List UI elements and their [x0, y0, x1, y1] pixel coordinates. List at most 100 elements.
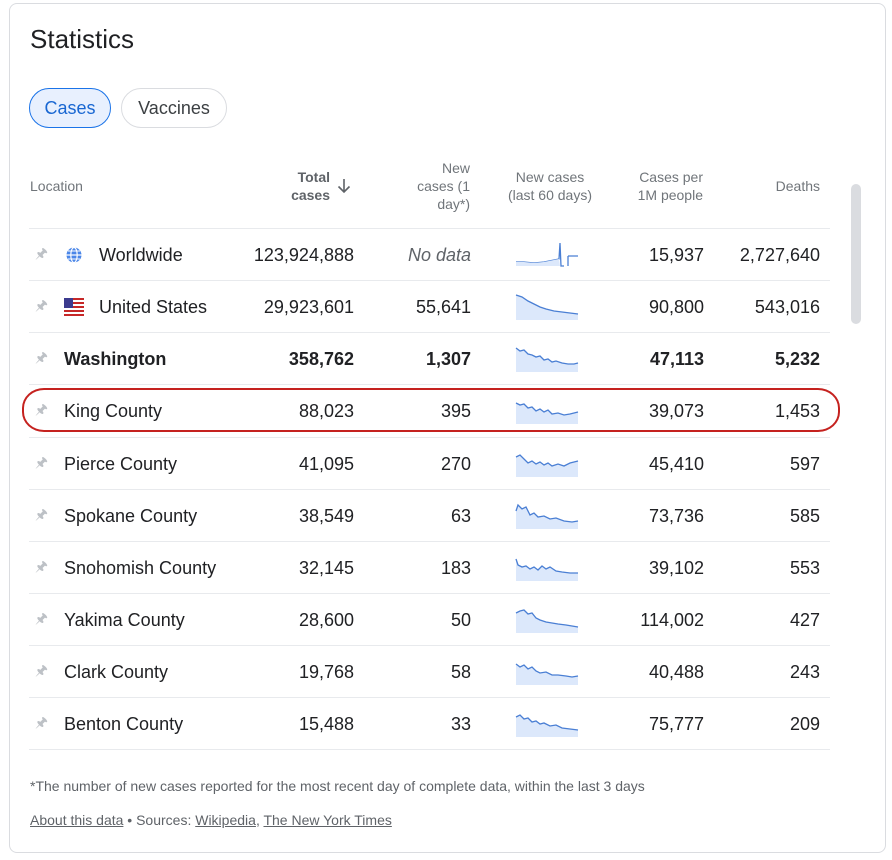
total-cases: 29,923,601 [263, 296, 354, 317]
deaths: 597 [789, 453, 820, 474]
header-total-cases-line2: cases [291, 187, 330, 203]
table-row-benton-county[interactable]: 🖈 Benton County 15,488 33 75,777 209 [29, 698, 830, 750]
header-new-cases: New cases (1 day*) [385, 159, 470, 213]
new-cases: 50 [450, 609, 471, 630]
row-divider [29, 541, 830, 542]
cases-per-1m: 73,736 [648, 505, 704, 526]
new-cases: 58 [450, 661, 471, 682]
location-name[interactable]: Yakima County [64, 609, 185, 630]
sparkline-chart [514, 542, 580, 594]
header-new-60-line2: (last 60 days) [507, 187, 593, 203]
sources-separator: , [255, 812, 264, 828]
header-per1m-line2: 1M people [637, 187, 703, 203]
deaths: 243 [789, 661, 820, 682]
sparkline-king-county [515, 402, 579, 424]
location-name[interactable]: King County [64, 400, 163, 421]
new-cases: No data [407, 244, 471, 265]
pin-icon[interactable]: 🖈 [35, 558, 48, 574]
sparkline-benton-county [515, 714, 579, 737]
sparkline-chart [514, 438, 580, 490]
nyt-link[interactable]: The New York Times [263, 812, 392, 828]
cases-per-1m: 90,800 [648, 296, 704, 317]
scrollbar-thumb[interactable] [851, 184, 861, 324]
deaths: 427 [789, 609, 820, 630]
pin-icon[interactable]: 🖈 [35, 610, 48, 626]
pin-icon[interactable]: 🖈 [35, 662, 48, 678]
total-cases: 32,145 [298, 557, 354, 578]
location-name[interactable]: Worldwide [99, 244, 183, 265]
table-row-snohomish-county[interactable]: 🖈 Snohomish County 32,145 183 39,102 553 [29, 542, 830, 594]
new-cases: 33 [450, 713, 471, 734]
pin-icon[interactable]: 🖈 [35, 506, 48, 522]
pin-icon[interactable]: 🖈 [35, 714, 48, 730]
location-name[interactable]: Snohomish County [64, 557, 217, 578]
cases-per-1m: 45,410 [648, 453, 704, 474]
cases-per-1m: 39,102 [648, 557, 704, 578]
pin-icon[interactable]: 🖈 [35, 454, 48, 470]
sparkline-chart [514, 333, 580, 385]
table-row-king-county[interactable]: 🖈 King County 88,023 395 39,073 1,453 [29, 385, 830, 437]
header-new-cases-line3: day*) [437, 196, 470, 212]
table-row-worldwide[interactable]: 🖈 Worldwide 123,924,888 No data 15,937 2… [29, 229, 830, 281]
cases-per-1m: 15,937 [648, 244, 704, 265]
row-divider [29, 384, 830, 385]
location-name[interactable]: Pierce County [64, 453, 178, 474]
wikipedia-link[interactable]: Wikipedia [195, 812, 256, 828]
sparkline-chart [514, 490, 580, 542]
table-row-pierce-county[interactable]: 🖈 Pierce County 41,095 270 45,410 597 [29, 438, 830, 490]
sparkline-united-states [515, 294, 579, 320]
sparkline-chart [514, 594, 580, 646]
total-cases: 19,768 [298, 661, 354, 682]
deaths: 209 [789, 713, 820, 734]
header-new-cases-line2: cases (1 [417, 178, 470, 194]
pin-icon[interactable]: 🖈 [35, 245, 48, 261]
cases-per-1m: 114,002 [640, 609, 704, 630]
table-row-spokane-county[interactable]: 🖈 Spokane County 38,549 63 73,736 585 [29, 490, 830, 542]
row-divider [29, 228, 830, 229]
table-row-yakima-county[interactable]: 🖈 Yakima County 28,600 50 114,002 427 [29, 594, 830, 646]
footer: About this data • Sources: Wikipedia, Th… [30, 812, 392, 828]
total-cases: 28,600 [298, 609, 354, 630]
header-deaths: Deaths [775, 178, 820, 194]
header-per1m-line1: Cases per [639, 169, 703, 185]
table-row-clark-county[interactable]: 🖈 Clark County 19,768 58 40,488 243 [29, 646, 830, 698]
new-cases: 270 [440, 453, 471, 474]
sparkline-chart [514, 281, 580, 333]
row-divider [29, 697, 830, 698]
location-name[interactable]: United States [99, 296, 208, 317]
deaths: 553 [789, 557, 820, 578]
sparkline-chart [514, 229, 580, 281]
tab-vaccines[interactable]: Vaccines [121, 88, 227, 128]
total-cases: 123,924,888 [253, 244, 354, 265]
sparkline-pierce-county [515, 454, 579, 477]
sources-label: • Sources: [123, 812, 196, 828]
pin-icon[interactable]: 🖈 [35, 349, 48, 365]
location-name[interactable]: Washington [64, 348, 167, 369]
about-this-data-link[interactable]: About this data [30, 812, 124, 828]
row-divider [29, 332, 830, 333]
total-cases: 15,488 [298, 713, 354, 734]
row-divider [29, 593, 830, 594]
cases-per-1m: 40,488 [648, 661, 704, 682]
total-cases: 88,023 [298, 400, 354, 421]
deaths: 585 [789, 505, 820, 526]
new-cases: 1,307 [425, 348, 471, 369]
tab-cases[interactable]: Cases [29, 88, 111, 128]
row-divider [29, 280, 830, 281]
header-total-cases[interactable]: Total cases [250, 168, 330, 204]
new-cases: 63 [450, 505, 471, 526]
globe-icon [66, 246, 82, 264]
page-title: Statistics [30, 24, 135, 54]
pin-icon[interactable]: 🖈 [35, 297, 48, 313]
sparkline-spokane-county [515, 503, 579, 529]
deaths: 2,727,640 [739, 244, 820, 265]
location-name[interactable]: Clark County [64, 661, 169, 682]
header-total-cases-line1: Total [297, 169, 330, 185]
location-name[interactable]: Spokane County [64, 505, 198, 526]
row-divider [29, 749, 830, 750]
cases-per-1m: 47,113 [649, 348, 704, 369]
table-row-united-states[interactable]: 🖈 United States 29,923,601 55,641 90,800… [29, 281, 830, 333]
table-row-washington[interactable]: 🖈 Washington 358,762 1,307 47,113 5,232 [29, 333, 830, 385]
cases-per-1m: 39,073 [648, 400, 704, 421]
location-name[interactable]: Benton County [64, 713, 184, 734]
